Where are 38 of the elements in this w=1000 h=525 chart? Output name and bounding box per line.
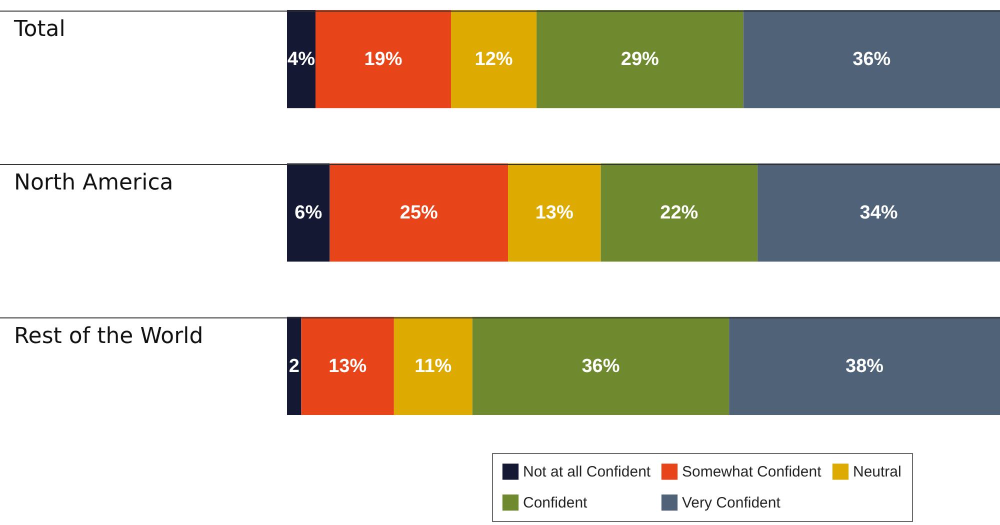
legend-label: Very Confident <box>682 494 782 512</box>
legend-label: Confident <box>523 494 588 512</box>
bar <box>316 10 451 108</box>
data-label: 2 <box>288 356 300 377</box>
data-label: 13% <box>328 356 367 377</box>
y-tick-label: Rest of the World <box>14 324 204 349</box>
data-label: 38% <box>846 356 884 377</box>
bar <box>330 163 508 262</box>
data-label: 19% <box>364 49 402 70</box>
legend-label: Somewhat Confident <box>682 464 822 481</box>
bar <box>758 163 1000 262</box>
data-label: 25% <box>400 202 438 224</box>
y-tick-label: Total <box>13 17 66 42</box>
data-label: 36% <box>582 356 620 377</box>
bar <box>394 316 472 415</box>
y-tick-label: North America <box>14 170 174 196</box>
data-label: 29% <box>620 49 660 70</box>
data-label: 34% <box>860 202 898 224</box>
bar <box>301 316 394 415</box>
legend-label: Neutral <box>853 464 902 481</box>
data-label: 4% <box>288 49 316 70</box>
bar <box>287 316 302 415</box>
data-label: 6% <box>294 202 322 224</box>
bar <box>743 10 1000 108</box>
bar <box>729 316 1000 415</box>
bar <box>287 163 330 262</box>
legend-label: Not at all Confident <box>523 464 652 481</box>
data-label: 36% <box>852 49 891 70</box>
bar <box>600 163 758 262</box>
bar <box>287 10 316 108</box>
bar <box>450 10 537 108</box>
data-label: 11% <box>414 356 452 377</box>
bar <box>508 163 601 262</box>
bar <box>536 10 744 108</box>
bar <box>472 316 730 415</box>
data-label: 13% <box>535 202 574 224</box>
data-label: 12% <box>474 49 513 70</box>
data-label: 22% <box>660 202 698 224</box>
